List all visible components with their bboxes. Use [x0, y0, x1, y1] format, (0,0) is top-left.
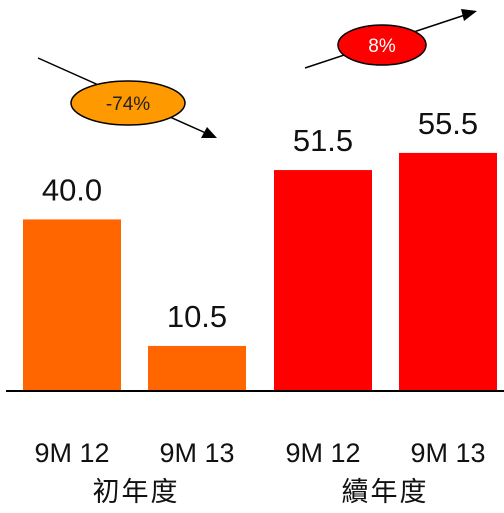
value-label-2: 10.5 — [167, 299, 227, 334]
bar-4 — [399, 152, 497, 391]
decline-percent-badge — [70, 80, 186, 126]
decline-percent-label: -74% — [106, 94, 150, 115]
category-labels-layer: 9M 12 9M 13 9M 12 9M 13 — [34, 438, 485, 468]
bar-3 — [274, 170, 372, 391]
bar-2 — [148, 345, 246, 391]
growth-percent-badge — [337, 24, 427, 66]
value-labels-layer: 40.0 10.5 51.5 55.5 — [42, 106, 478, 334]
growth-arrow-head — [461, 9, 477, 21]
value-label-3: 51.5 — [293, 123, 353, 158]
trend-annotation-decline: -74% — [37, 57, 217, 138]
bar-1 — [23, 219, 121, 391]
category-label-4: 9M 13 — [410, 438, 485, 468]
category-label-3: 9M 12 — [285, 438, 360, 468]
bars-layer — [23, 152, 497, 391]
growth-percent-label: 8% — [368, 36, 396, 57]
category-label-1: 9M 12 — [34, 438, 109, 468]
category-label-2: 9M 13 — [159, 438, 234, 468]
decline-arrow-head — [201, 127, 217, 138]
group-label-2: 續年度 — [342, 477, 429, 508]
trend-annotation-growth: 8% — [304, 9, 477, 69]
group-labels-layer: 初年度 續年度 — [93, 477, 429, 508]
value-label-1: 40.0 — [42, 172, 102, 207]
value-label-4: 55.5 — [418, 106, 478, 141]
group-label-1: 初年度 — [93, 477, 180, 508]
